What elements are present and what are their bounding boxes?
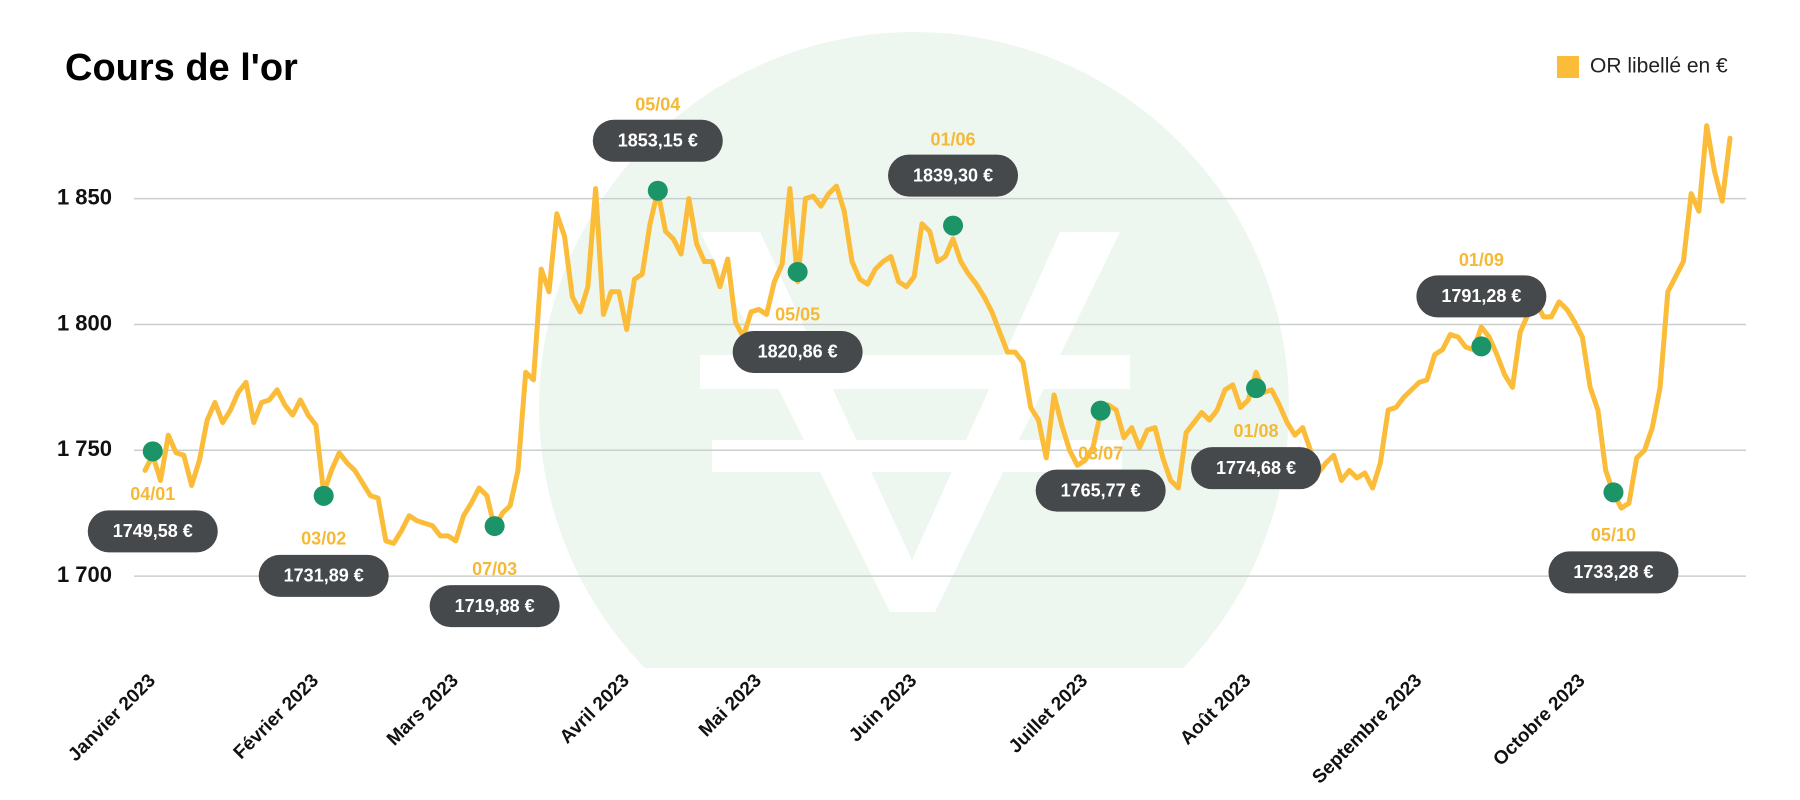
highlight-point xyxy=(943,215,964,236)
highlight-point xyxy=(787,261,808,282)
highlight-point xyxy=(484,516,505,537)
annotation-date: 03/07 xyxy=(1078,443,1123,463)
annotation-value: 1774,68 € xyxy=(1216,458,1296,478)
x-tick-label: Février 2023 xyxy=(230,670,323,763)
annotation-pill xyxy=(429,585,560,628)
x-tick-label: Septembre 2023 xyxy=(1308,670,1426,788)
highlight-point xyxy=(1471,336,1492,357)
x-tick-label: Mars 2023 xyxy=(383,670,463,750)
legend: OR libellé en € xyxy=(1557,55,1728,78)
annotation-value: 1820,86 € xyxy=(758,342,838,362)
highlight-point xyxy=(313,485,334,506)
annotation-value: 1853,15 € xyxy=(618,130,698,150)
annotation-pill xyxy=(888,154,1019,197)
annotation-date: 01/06 xyxy=(931,129,976,149)
annotation-pill xyxy=(258,554,389,597)
annotation: 04/01 1749,58 € xyxy=(87,441,218,553)
highlight-point xyxy=(1246,378,1267,399)
y-tick-label: 1 800 xyxy=(57,310,112,335)
annotation: 01/09 1791,28 € xyxy=(1416,250,1547,357)
annotation-date: 07/03 xyxy=(472,559,517,579)
annotation-pill xyxy=(1548,551,1679,594)
annotation-pill xyxy=(1035,469,1166,512)
legend-swatch xyxy=(1557,56,1579,78)
annotation-pill xyxy=(592,119,723,162)
annotation: 01/08 1774,68 € xyxy=(1191,378,1322,490)
annotation-date: 04/01 xyxy=(130,484,175,504)
annotation: 03/07 1765,77 € xyxy=(1035,400,1166,512)
annotation-pill xyxy=(87,510,218,553)
annotation-value: 1791,28 € xyxy=(1441,286,1521,306)
annotation-value: 1749,58 € xyxy=(113,521,193,541)
annotation: 03/02 1731,89 € xyxy=(258,485,389,597)
annotation-date: 05/05 xyxy=(775,305,820,325)
annotation-pill xyxy=(732,330,863,373)
annotation-value: 1733,28 € xyxy=(1573,562,1653,582)
y-tick-label: 1 750 xyxy=(57,436,112,461)
highlight-point xyxy=(1090,400,1111,421)
annotation: 05/04 1853,15 € xyxy=(592,94,723,201)
annotation-value: 1731,89 € xyxy=(284,566,364,586)
annotation: 07/03 1719,88 € xyxy=(429,516,560,628)
annotation-pill xyxy=(1191,447,1322,490)
annotation-pill xyxy=(1416,275,1547,318)
x-tick-label: Juillet 2023 xyxy=(1005,670,1092,757)
x-tick-label: Août 2023 xyxy=(1176,670,1255,749)
x-tick-label: Avril 2023 xyxy=(556,670,634,748)
annotation: 01/06 1839,30 € xyxy=(888,129,1019,236)
annotation: 05/05 1820,86 € xyxy=(732,261,863,373)
annotation-value: 1839,30 € xyxy=(913,165,993,185)
x-tick-label: Mai 2023 xyxy=(695,670,766,741)
annotation-value: 1719,88 € xyxy=(455,596,535,616)
y-tick-label: 1 850 xyxy=(57,184,112,209)
annotation-date: 01/08 xyxy=(1234,421,1279,441)
x-tick-label: Juin 2023 xyxy=(845,670,921,746)
annotation-date: 05/10 xyxy=(1591,525,1636,545)
annotation: 05/10 1733,28 € xyxy=(1548,482,1679,594)
x-tick-label: Janvier 2023 xyxy=(64,670,160,766)
chart-title: Cours de l'or xyxy=(65,47,298,89)
legend-label: OR libellé en € xyxy=(1590,55,1728,78)
highlight-point xyxy=(647,180,668,201)
annotation-date: 03/02 xyxy=(301,529,346,549)
price-line xyxy=(142,123,1733,546)
annotation-value: 1765,77 € xyxy=(1061,480,1141,500)
highlight-point xyxy=(142,441,163,462)
highlight-point xyxy=(1603,482,1624,503)
x-tick-label: Octobre 2023 xyxy=(1489,670,1589,770)
y-tick-label: 1 700 xyxy=(57,562,112,587)
annotation-date: 01/09 xyxy=(1459,250,1504,270)
annotation-date: 05/04 xyxy=(635,94,680,114)
